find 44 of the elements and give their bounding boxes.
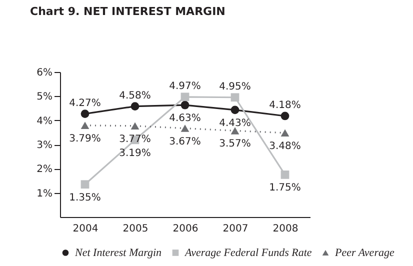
point [280, 129, 290, 137]
data-label: 3.67% [169, 136, 201, 148]
legend-label: Net Interest Margin [74, 246, 162, 259]
y-tick-label: 1% [36, 188, 52, 200]
x-tick-label: 2006 [172, 224, 198, 234]
data-label: 4.43% [219, 118, 251, 129]
data-label: 4.63% [169, 113, 201, 124]
y-tick-label: 3% [36, 140, 52, 151]
data-label: 3.57% [219, 138, 251, 150]
data-label: 3.77% [119, 134, 151, 145]
data-label: 3.79% [69, 133, 101, 144]
data-label: 1.35% [69, 192, 101, 204]
point [80, 122, 90, 130]
data-label: 4.18% [269, 100, 301, 111]
point [280, 170, 290, 179]
x-tick-label: 2008 [272, 224, 298, 234]
y-tick-label: 2% [36, 164, 52, 176]
point [180, 124, 190, 132]
legend-label: Average Federal Funds Rate [184, 246, 312, 259]
point [80, 180, 90, 189]
point [130, 102, 140, 110]
point [230, 127, 240, 134]
chart-title: Chart 9. NET INTEREST MARGIN [30, 5, 226, 18]
point [230, 106, 240, 114]
data-label: 4.27% [69, 98, 101, 109]
y-tick-label: 6% [36, 68, 52, 78]
legend-label: Peer Average [334, 246, 394, 259]
point [80, 110, 90, 118]
y-tick-label: 5% [36, 92, 52, 103]
x-tick-label: 2004 [72, 224, 98, 234]
x-tick-label: 2005 [122, 224, 148, 234]
data-label: 4.95% [219, 81, 251, 92]
data-label: 4.58% [119, 90, 151, 102]
point [280, 112, 290, 120]
data-label: 3.48% [269, 140, 301, 152]
point [180, 100, 190, 110]
point [180, 92, 190, 102]
point [130, 122, 140, 130]
data-label: 4.97% [169, 80, 201, 92]
data-label: 3.19% [119, 148, 151, 159]
y-tick-label: 4% [36, 116, 52, 127]
point [230, 93, 240, 102]
data-label: 1.75% [269, 182, 301, 194]
x-tick-label: 2007 [222, 224, 248, 234]
